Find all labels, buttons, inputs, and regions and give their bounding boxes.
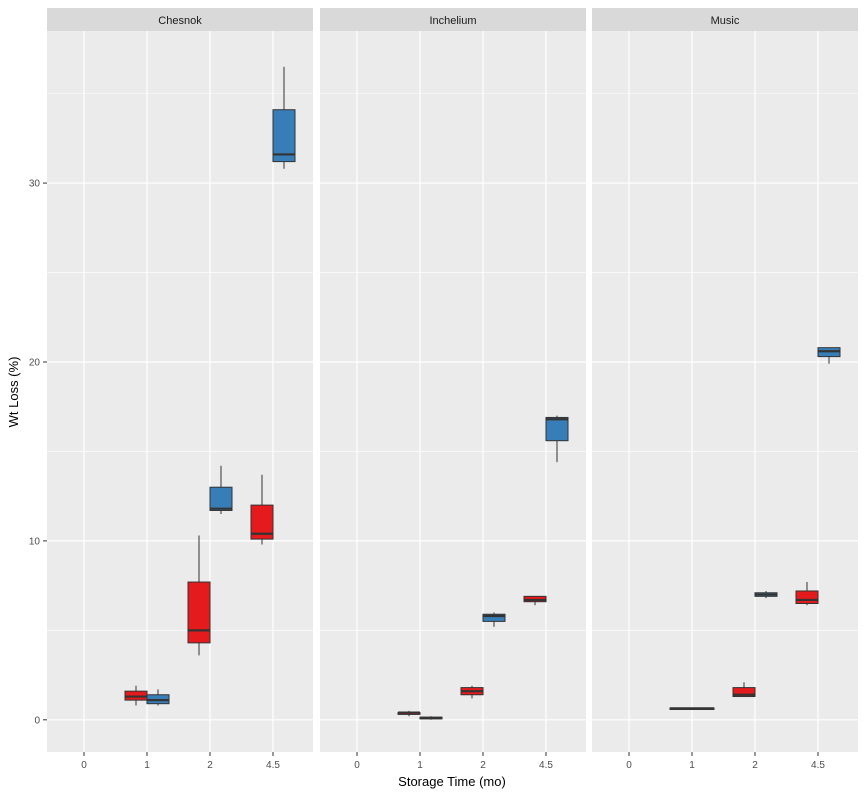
y-axis-title: Wt Loss (%)	[6, 357, 21, 428]
x-tick-label: 1	[144, 760, 150, 771]
y-tick-label: 10	[29, 536, 41, 547]
box-body	[545, 416, 569, 442]
x-tick-label: 4.5	[811, 760, 825, 771]
y-tick-label: 0	[34, 715, 40, 726]
panel-background	[47, 31, 313, 752]
box-body	[732, 687, 756, 698]
panel-background	[592, 31, 858, 752]
x-tick-label: 1	[417, 760, 423, 771]
x-tick-label: 0	[626, 760, 632, 771]
facet-strip	[592, 8, 858, 31]
x-tick-label: 4.5	[539, 760, 553, 771]
x-tick-label: 0	[81, 760, 87, 771]
x-tick-label: 0	[354, 760, 360, 771]
box-body	[482, 613, 506, 622]
x-tick-label: 4.5	[266, 760, 280, 771]
facet-strip	[320, 8, 586, 31]
box-body	[187, 581, 211, 644]
y-tick-label: 20	[29, 357, 41, 368]
y-tick-label: 30	[29, 179, 41, 190]
box-body	[272, 109, 296, 163]
x-tick-label: 2	[480, 760, 486, 771]
panel-background	[320, 31, 586, 752]
facet-label: Inchelium	[429, 15, 476, 27]
box-body	[250, 504, 274, 540]
box-body	[795, 590, 819, 605]
box-body	[209, 486, 233, 511]
x-tick-label: 2	[207, 760, 213, 771]
x-tick-label: 1	[689, 760, 695, 771]
x-tick-label: 2	[752, 760, 758, 771]
x-axis-title: Storage Time (mo)	[398, 774, 506, 789]
facet-label: Music	[711, 15, 740, 27]
facet-strip	[47, 8, 313, 31]
facet-label: Chesnok	[158, 15, 202, 27]
